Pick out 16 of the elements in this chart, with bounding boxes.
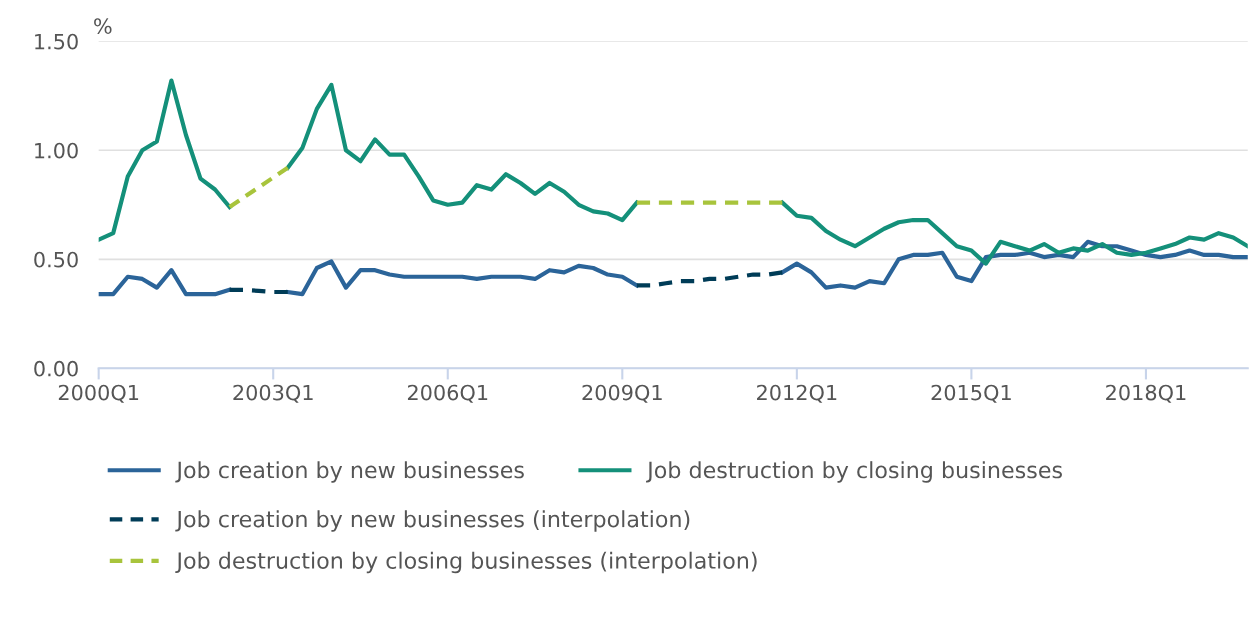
y-tick-label: 1.00 <box>35 142 78 159</box>
legend-label: Job destruction by closing businesses (interpolation) <box>175 551 757 574</box>
y-axis-title: % <box>94 18 112 34</box>
legend-label: Job creation by new businesses (interpolation) <box>175 510 690 532</box>
x-tick-label: 2009Q1 <box>582 384 662 403</box>
y-tick-label: 1.50 <box>35 33 78 50</box>
y-tick-label: 0.00 <box>34 360 78 377</box>
y-tick-label: 0.50 <box>34 251 78 268</box>
x-tick-label: 2003Q1 <box>233 384 313 403</box>
x-tick-label: 2018Q1 <box>1106 384 1186 403</box>
x-tick-label: 2000Q1 <box>58 384 139 403</box>
legend-label: Job creation by new businesses <box>175 461 524 483</box>
x-tick-label: 2006Q1 <box>407 384 488 403</box>
x-tick-label: 2015Q1 <box>931 384 1011 403</box>
legend-label: Job destruction by closing businesses <box>646 461 1062 483</box>
x-tick-label: 2012Q1 <box>757 384 837 403</box>
